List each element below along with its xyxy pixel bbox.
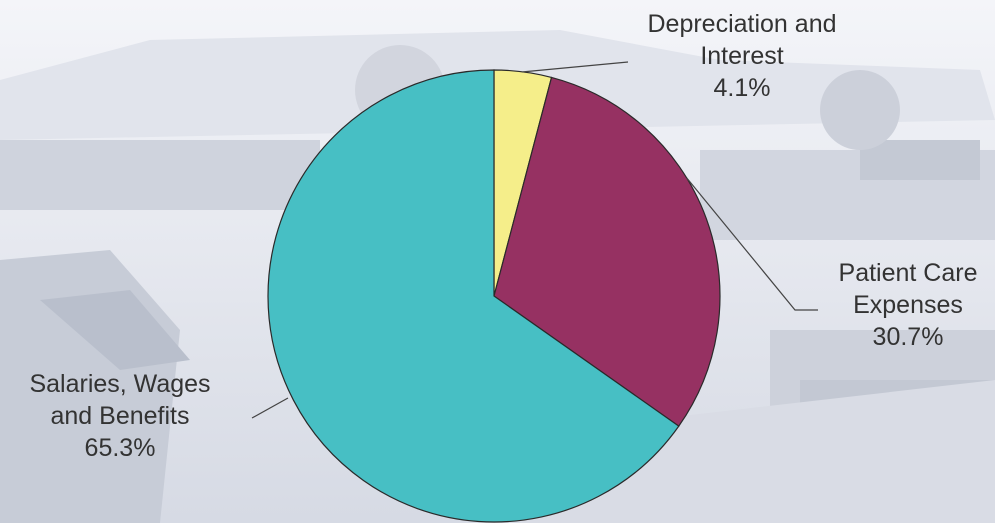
leader-line-depreciation [522,61,629,73]
leader-line-salaries [251,397,289,419]
label-salaries-wages-benefits: Salaries, Wages and Benefits 65.3% [0,368,240,464]
label-patient-line2: Expenses [853,291,963,319]
label-depr-line1: Depreciation and [647,10,837,38]
pie-slice-patient-care [493,76,721,427]
label-depr-line2: Interest [700,42,784,70]
label-patient-pct: 30.7% [872,323,944,351]
label-depreciation-interest: Depreciation and Interest 4.1% [612,8,872,104]
pie-slice-salaries-wages [267,69,680,523]
label-patient-care-expenses: Patient Care Expenses 30.7% [808,257,995,353]
leader-line-patient-care [686,177,818,311]
label-patient-line1: Patient Care [838,259,978,287]
label-salaries-pct: 65.3% [84,434,156,462]
label-salaries-line1: Salaries, Wages [29,370,211,398]
label-salaries-line2: and Benefits [50,402,190,430]
label-depr-pct: 4.1% [713,74,771,102]
